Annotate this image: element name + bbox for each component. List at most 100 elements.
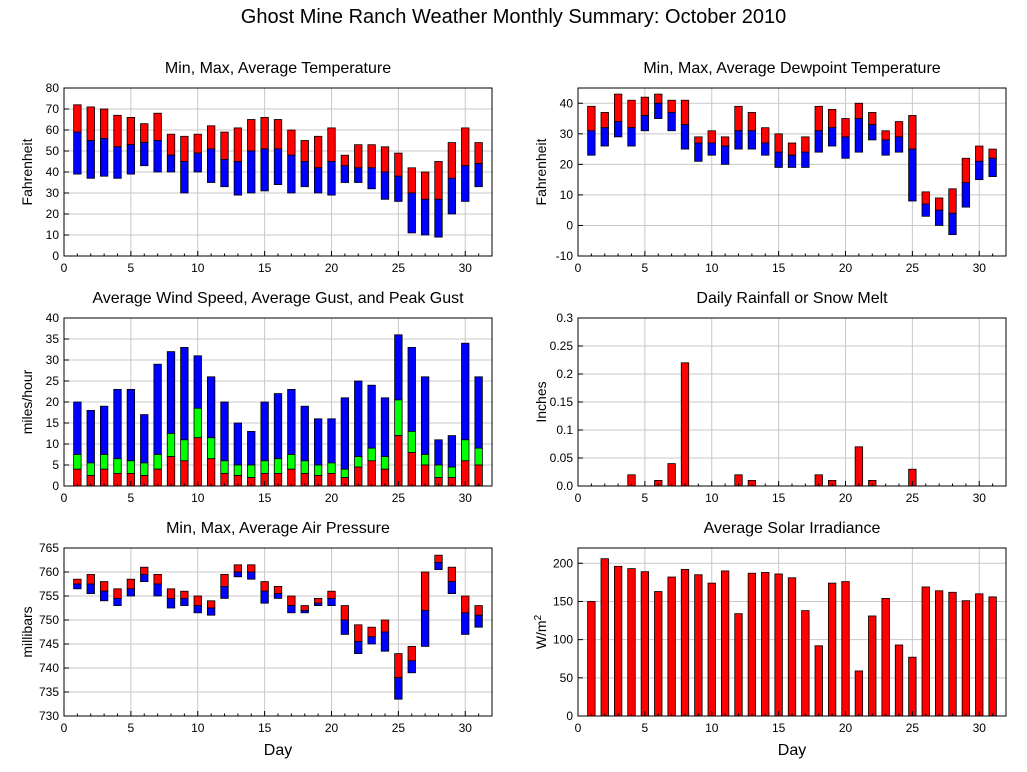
wind-ytick-label: 30 [46, 353, 60, 367]
pressure-ytick-label: 730 [39, 709, 59, 723]
wind-bar-peak-gust [420, 376, 430, 455]
pressure-bar-max [447, 566, 457, 583]
wind-bar-peak-gust [166, 351, 176, 434]
wind-xtick-label: 5 [128, 491, 135, 505]
temp-bar-max [113, 114, 122, 148]
wind-bar-avg-gust [447, 466, 457, 479]
wind-bar-avg-speed [420, 464, 430, 487]
solar-ytick-label: 50 [560, 671, 574, 685]
pressure-bar-max [86, 574, 95, 585]
wind-bar-avg-gust [273, 458, 283, 474]
pressure-xtick-label: 10 [191, 721, 205, 735]
temp-bar-max [126, 117, 136, 146]
temp-bar-max [206, 125, 216, 150]
pressure-bar-min [193, 605, 202, 614]
pressure-bar-max [474, 605, 483, 616]
solar-xtick-label: 5 [642, 721, 649, 735]
temp-bar-min [394, 175, 403, 202]
dew-bar-min [774, 151, 783, 168]
pressure-bar-max [247, 564, 256, 573]
wind-bar-avg-gust [86, 462, 95, 476]
wind-bar-avg-gust [126, 460, 136, 474]
temp-title: Min, Max, Average Temperature [165, 60, 391, 77]
rain-ylabel: Inches [533, 381, 549, 422]
dew-bar-max [827, 108, 837, 129]
pressure-bar-min [327, 598, 336, 607]
solar-xlabel: Day [778, 742, 806, 759]
temp-bar-max [461, 127, 470, 167]
solar-bar [680, 568, 690, 717]
pressure-bar-min [420, 610, 430, 647]
wind-bar-avg-gust [113, 458, 122, 474]
solar-bar [774, 573, 783, 717]
pressure-bar-max [340, 605, 350, 621]
temp-bar-max [447, 142, 457, 179]
temp-bar-min [113, 146, 122, 179]
wind-bar-peak-gust [86, 409, 95, 464]
temp-bar-max [86, 106, 95, 141]
solar-bar [948, 591, 957, 717]
pressure-bar-max [140, 566, 149, 575]
temp-bar-min [86, 140, 95, 179]
pressure-xtick-label: 5 [128, 721, 135, 735]
dew-bar-max [654, 93, 663, 104]
pressure-bar-max [380, 619, 390, 633]
temp-bar-max [73, 104, 82, 133]
solar-bar [881, 598, 890, 717]
temp-ytick-label: 60 [46, 123, 60, 137]
pressure-bar-max [394, 653, 403, 678]
pressure-bar-min [300, 610, 309, 614]
temp-bar-min [327, 161, 336, 196]
solar-ytick-label: 100 [553, 633, 573, 647]
temp-bar-min [313, 167, 323, 194]
wind-bar-peak-gust [73, 401, 82, 455]
temp-bar-min [461, 165, 470, 202]
pressure-bar-max [233, 564, 243, 573]
temp-ytick-label: 0 [52, 249, 59, 263]
solar-bar [988, 596, 997, 717]
pressure-bar-min [434, 562, 443, 571]
wind-bar-peak-gust [354, 380, 363, 457]
pressure-ytick-label: 735 [39, 685, 59, 699]
wind-xtick-label: 30 [459, 491, 473, 505]
pressure-bar-min [153, 583, 162, 597]
wind-ytick-label: 0 [52, 479, 59, 493]
pressure-bar-min [447, 581, 457, 594]
dew-ytick-label: 30 [560, 127, 574, 141]
temp-bar-max [367, 144, 376, 169]
temp-bar-min [474, 163, 483, 188]
rain-xtick-label: 0 [575, 491, 582, 505]
wind-xtick-label: 20 [325, 491, 339, 505]
wind-bar-avg-speed [99, 468, 109, 487]
pressure-bar-min [180, 598, 189, 607]
solar-bar [814, 645, 823, 717]
wind-bar-peak-gust [313, 418, 323, 466]
wind-ytick-label: 25 [46, 374, 60, 388]
solar-bar [707, 582, 716, 717]
temp-xtick-label: 30 [459, 261, 473, 275]
wind-bar-avg-gust [99, 454, 109, 470]
dew-bar-max [988, 148, 997, 159]
solar-bar [921, 586, 930, 717]
wind-xtick-label: 10 [191, 491, 205, 505]
wind-bar-avg-gust [474, 447, 483, 466]
pressure-bar-max [126, 578, 136, 590]
dew-title: Min, Max, Average Dewpoint Temperature [643, 60, 940, 77]
dew-xtick-label: 15 [772, 261, 786, 275]
wind-ytick-label: 5 [52, 458, 59, 472]
pressure-xlabel: Day [264, 742, 292, 759]
pressure-bar-max [354, 624, 363, 642]
wind-bar-peak-gust [153, 363, 162, 455]
dew-bar-max [814, 105, 823, 132]
wind-bar-avg-gust [193, 407, 202, 439]
dew-bar-max [948, 188, 957, 214]
solar-bar [600, 558, 609, 717]
pressure-ytick-label: 765 [39, 541, 59, 555]
pressure-bar-max [113, 588, 122, 599]
pressure-bar-max [99, 581, 109, 592]
solar-chart: Average Solar Irradiance 0 5 10 15 20 25 30 0 50 1… [533, 520, 1007, 759]
pressure-bar-max [153, 574, 162, 585]
solar-bar [827, 582, 837, 717]
pressure-ytick-label: 750 [39, 613, 59, 627]
solar-bar [841, 581, 850, 717]
